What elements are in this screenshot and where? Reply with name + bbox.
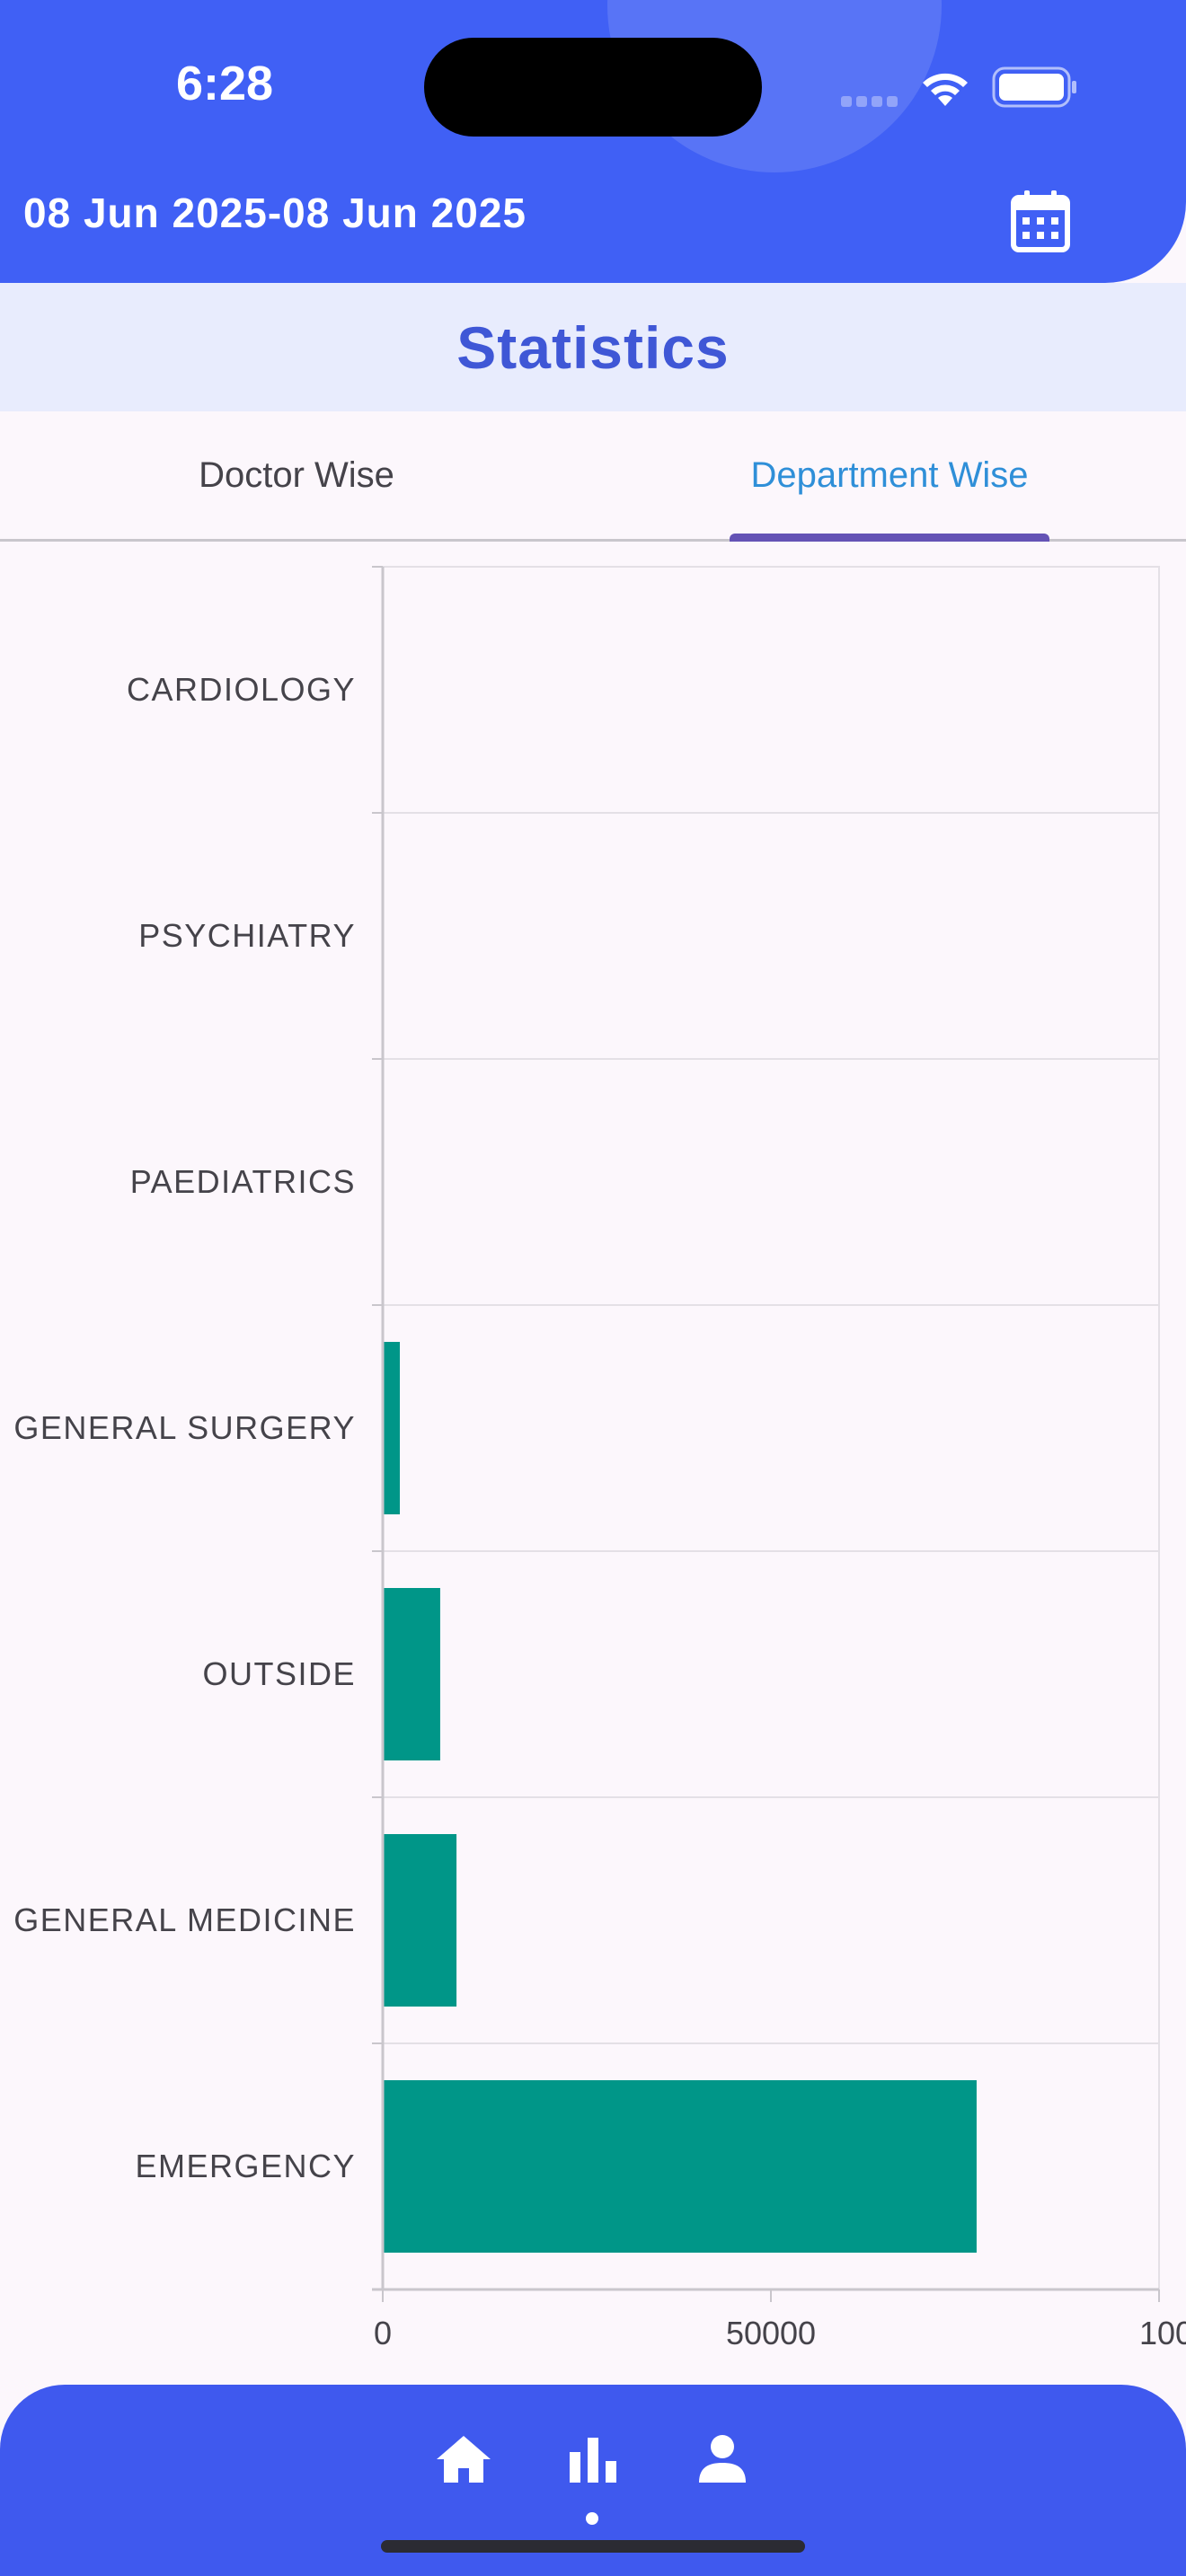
- tab-indicator: [730, 534, 1049, 542]
- dynamic-island: [424, 38, 762, 137]
- bar: [383, 1834, 457, 2007]
- status-time: 6:28: [175, 57, 274, 110]
- x-tick-label: 10000: [1139, 2315, 1186, 2351]
- active-indicator-dot: [586, 2512, 598, 2525]
- category-label: GENERAL SURGERY: [13, 1409, 356, 1446]
- category-label: PAEDIATRICS: [129, 1163, 356, 1200]
- department-bar-chart: CARDIOLOGY PSYCHIATRY PAEDIATRICS GENERAL S…: [0, 543, 1186, 2376]
- bar: [383, 2080, 977, 2253]
- bottom-navigation: [0, 2385, 1186, 2576]
- tab-doctor-wise[interactable]: Doctor Wise: [199, 454, 394, 495]
- home-indicator: [381, 2540, 805, 2553]
- calendar-icon[interactable]: [1010, 189, 1071, 253]
- x-tick-label: 0: [373, 2315, 393, 2351]
- title-band: Statistics: [0, 283, 1186, 411]
- date-range: 08 Jun 2025-08 Jun 2025: [23, 190, 527, 236]
- page-title: Statistics: [456, 313, 730, 381]
- chart-canvas: [372, 566, 1160, 2302]
- tab-department-wise[interactable]: Department Wise: [750, 454, 1029, 495]
- bar: [383, 1342, 401, 1514]
- category-label: GENERAL MEDICINE: [13, 1901, 356, 1938]
- cellular-signal-icon: [841, 95, 902, 111]
- person-icon[interactable]: [686, 2423, 758, 2495]
- app-header: 6:28 08 Jun 2025-08 Jun 2025: [0, 0, 1186, 283]
- bar: [383, 1588, 440, 1760]
- category-label: PSYCHIATRY: [138, 917, 356, 954]
- plot-border: [382, 566, 1160, 2290]
- tab-bar: Doctor Wise Department Wise: [0, 411, 1186, 542]
- x-tick-label: 50000: [725, 2315, 817, 2351]
- bar-chart-icon[interactable]: [557, 2423, 629, 2495]
- category-label: OUTSIDE: [202, 1655, 356, 1692]
- home-icon[interactable]: [428, 2423, 500, 2495]
- wifi-icon: [923, 73, 968, 106]
- category-label: EMERGENCY: [135, 2148, 356, 2184]
- category-label: CARDIOLOGY: [126, 671, 356, 708]
- battery-icon: [992, 66, 1076, 108]
